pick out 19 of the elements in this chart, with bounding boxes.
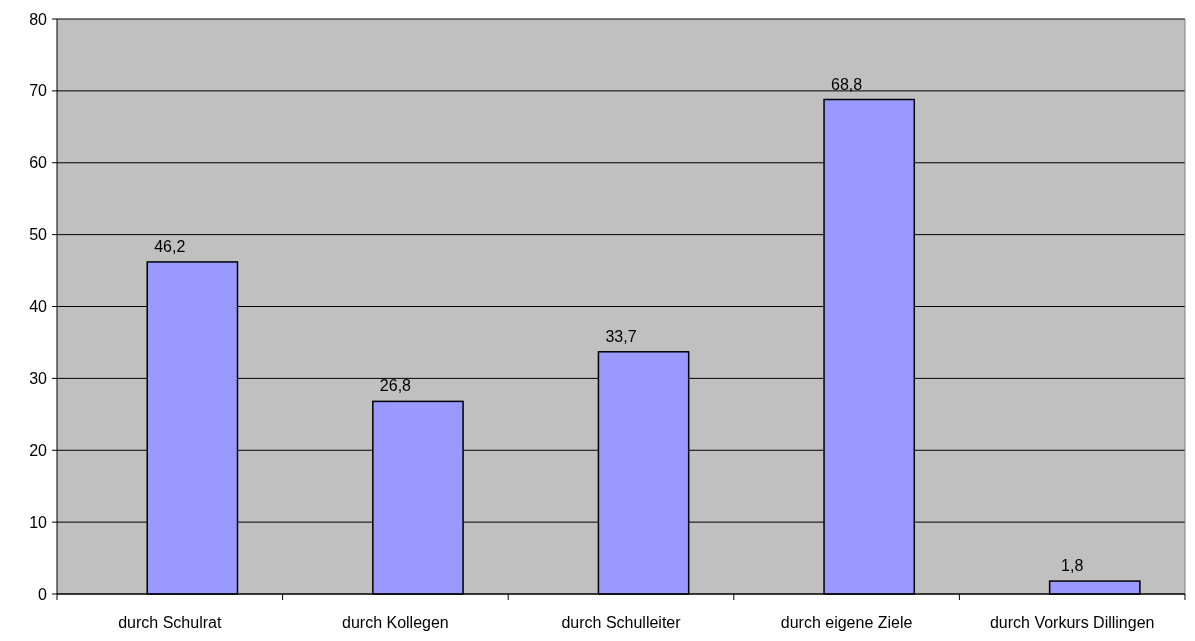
- y-tick-label: 30: [29, 369, 48, 387]
- x-tick-label: durch Schulleiter: [561, 614, 682, 631]
- y-tick-label: 0: [38, 585, 48, 603]
- y-tick-label: 80: [29, 10, 48, 28]
- x-tick-label: durch Vorkurs Dillingen: [989, 614, 1155, 631]
- y-tick-label: 50: [29, 226, 48, 244]
- x-tick-label: durch Kollegen: [342, 614, 449, 631]
- y-tick-label: 10: [29, 513, 48, 531]
- y-tick-label: 70: [29, 82, 48, 100]
- y-tick-label: 40: [29, 298, 48, 316]
- y-tick-label: 20: [29, 441, 48, 459]
- data-label: 68,8: [831, 75, 863, 93]
- x-tick-label: durch Schulrat: [118, 614, 222, 631]
- data-label: 33,7: [605, 327, 637, 345]
- data-label: 26,8: [379, 377, 412, 395]
- data-label: 46,2: [154, 237, 186, 255]
- data-label: 1,8: [1061, 557, 1084, 575]
- x-tick-label: durch eigene Ziele: [780, 614, 913, 631]
- y-tick-label: 60: [29, 154, 48, 172]
